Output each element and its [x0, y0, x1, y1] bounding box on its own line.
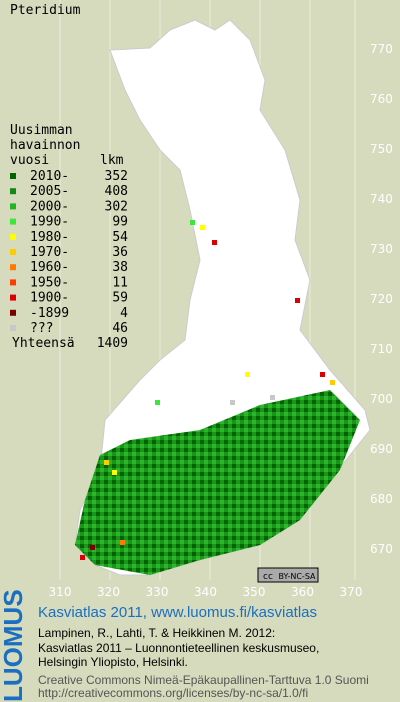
northing-label: 670 — [370, 542, 393, 556]
legend-count: 302 — [105, 199, 128, 214]
citation: Lampinen, R., Lahti, T. & Heikkinen M. 2… — [38, 626, 275, 640]
occurrence-area — [75, 390, 360, 575]
legend-count: 38 — [112, 260, 128, 275]
legend-count: 4 — [120, 306, 128, 321]
legend-heading: Uusimman — [10, 123, 73, 138]
easting-label: 370 — [340, 585, 363, 599]
badge-cc: cc — [263, 572, 273, 582]
legend-label: 1960- — [30, 260, 69, 275]
legend-heading: havainnon — [10, 138, 80, 153]
northing-label: 700 — [370, 392, 393, 406]
legend-label: 1980- — [30, 230, 69, 245]
legend-heading: vuosi — [10, 153, 49, 168]
total-label: Yhteensä — [12, 336, 75, 351]
northing-label: 680 — [370, 492, 393, 506]
legend-swatch — [10, 279, 16, 286]
easting-label: 360 — [291, 585, 314, 599]
northing-label: 730 — [370, 242, 393, 256]
northing-label: 760 — [370, 92, 393, 106]
cc-badge: cc BY-NC-SA — [257, 567, 319, 583]
legend-label: ??? — [30, 321, 53, 336]
northing-label: 720 — [370, 292, 393, 306]
legend-label: 2000- — [30, 199, 69, 214]
northing-label: 690 — [370, 442, 393, 456]
legend-label: 2005- — [30, 184, 69, 199]
northing-label: 710 — [370, 342, 393, 356]
legend-label: 1970- — [30, 245, 69, 260]
northing-label: 740 — [370, 192, 393, 206]
license: Creative Commons Nimeä-Epäkaupallinen-Ta… — [38, 673, 369, 687]
legend-count: 36 — [112, 245, 128, 260]
legend-swatch — [10, 249, 16, 255]
total-count: 1409 — [97, 336, 128, 351]
easting-label: 340 — [194, 585, 217, 599]
legend: Uusimman havainnon vuosi lkm 2010- 352 200… — [10, 123, 128, 351]
citation: Helsingin Yliopisto, Helsinki. — [38, 655, 188, 669]
footer-title: Kasviatlas 2011, www.luomus.fi/kasviatla… — [38, 604, 317, 621]
legend-swatch — [10, 325, 16, 331]
legend-count: 99 — [112, 215, 128, 230]
legend-swatch — [10, 203, 16, 210]
easting-label: 310 — [49, 585, 72, 599]
legend-count-heading: lkm — [100, 153, 124, 168]
legend-count: 54 — [112, 230, 128, 245]
legend-label: 1990- — [30, 215, 69, 230]
northing-label: 750 — [370, 142, 393, 156]
scattered-records — [80, 220, 335, 560]
legend-label: 1900- — [30, 291, 69, 306]
legend-swatch — [10, 309, 16, 316]
legend-label: -1899 — [30, 306, 69, 321]
legend-label: 1950- — [30, 275, 69, 290]
badge-text: BY-NC-SA — [278, 572, 316, 581]
northing-label: 770 — [370, 42, 393, 56]
legend-swatch — [10, 294, 16, 301]
legend-count: 11 — [112, 275, 128, 290]
logo: LUOMUS — [0, 589, 28, 702]
legend-count: 46 — [112, 321, 128, 336]
legend-count: 59 — [112, 291, 128, 306]
legend-swatch — [10, 264, 16, 271]
easting-label: 320 — [97, 585, 120, 599]
easting-label: 350 — [243, 585, 266, 599]
license: http://creativecommons.org/licenses/by-n… — [38, 686, 308, 700]
legend-swatch — [10, 233, 16, 240]
easting-label: 330 — [146, 585, 169, 599]
legend-swatch — [10, 218, 16, 225]
legend-count: 352 — [105, 169, 128, 184]
legend-swatch — [10, 173, 16, 179]
legend-label: 2010- — [30, 169, 69, 184]
citation: Kasviatlas 2011 – Luonnontieteellinen ke… — [38, 641, 319, 655]
map-title: Pteridium — [10, 3, 81, 18]
legend-swatch — [10, 188, 16, 195]
legend-count: 408 — [105, 184, 128, 199]
